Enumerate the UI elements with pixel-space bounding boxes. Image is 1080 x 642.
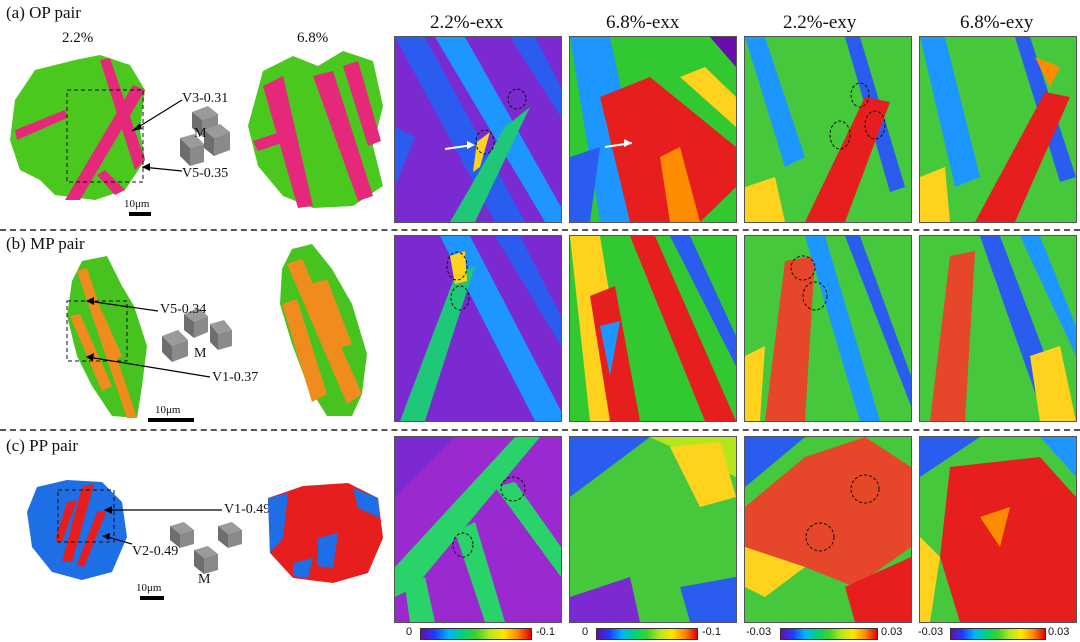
panel-b-exx-2-2 — [394, 235, 562, 422]
row-a-strain-right: 6.8% — [297, 30, 329, 46]
row-b-label: (b) MP pair — [6, 234, 85, 253]
colorbar-4-max: 0.03 — [1048, 626, 1070, 638]
row-a-crystal-cube-icon — [180, 106, 230, 166]
row-divider-2 — [0, 429, 1080, 431]
row-c-scale-bar — [140, 596, 164, 600]
row-b-variant-top: V5-0.34 — [160, 302, 207, 317]
colorbar-3-max: 0.03 — [881, 626, 903, 638]
panel-b-exy-6-8 — [919, 235, 1077, 422]
colorbar-1 — [420, 628, 532, 640]
panel-b-exy-2-2 — [744, 235, 912, 422]
row-c-phase-map-2-2 — [27, 480, 127, 580]
row-b-arrows — [86, 297, 211, 378]
row-c-label: (c) PP pair — [6, 436, 79, 455]
row-b-phase-map-2-2 — [66, 256, 147, 418]
row-a-variant-top: V3-0.31 — [182, 91, 229, 106]
row-c-cube-label: M — [198, 572, 211, 587]
panel-b-exx-6-8 — [569, 235, 737, 422]
colorbar-1-max: -0.1 — [536, 626, 555, 638]
row-c-arrows — [102, 506, 222, 545]
row-c-phase-map-6-8 — [268, 483, 383, 583]
colorbar-4-min: -0.03 — [918, 626, 944, 638]
panel-a-exy-6-8 — [919, 36, 1077, 223]
row-b-scale-bar — [148, 418, 194, 422]
panel-a-exx-6-8 — [569, 36, 737, 223]
panel-c-exx-2-2 — [394, 436, 562, 623]
colorbar-4 — [950, 628, 1046, 640]
row-c-crystal-cube-icon — [170, 522, 242, 574]
row-c-variant-top: V1-0.49 — [224, 502, 271, 517]
row-c-scale-label: 10μm — [136, 582, 162, 594]
colorbar-2-min: 0 — [582, 626, 589, 638]
row-b-crystal-cube-icon — [162, 308, 232, 362]
colorbar-2-max: -0.1 — [702, 626, 721, 638]
panel-c-exy-2-2 — [744, 436, 912, 623]
col-header-1: 2.2%-exx — [430, 12, 504, 33]
row-b-phase-map-6-8 — [280, 244, 367, 416]
panel-c-exy-6-8 — [919, 436, 1077, 623]
row-a-variant-bottom: V5-0.35 — [182, 166, 229, 181]
col-header-4: 6.8%-exy — [960, 12, 1034, 33]
row-a-strain-left: 2.2% — [62, 30, 94, 46]
row-b-variant-bottom: V1-0.37 — [212, 370, 259, 385]
row-a-scale-label: 10μm — [124, 198, 150, 210]
colorbar-2 — [596, 628, 698, 640]
row-a-phase-map-6-8 — [248, 51, 383, 208]
colorbar-3 — [780, 628, 878, 640]
row-c-variant-bottom: V2-0.49 — [132, 544, 179, 559]
row-a-scale-bar — [129, 212, 151, 216]
panel-a-exy-2-2 — [744, 36, 912, 223]
colorbar-3-min: -0.03 — [746, 626, 772, 638]
col-header-3: 2.2%-exy — [783, 12, 857, 33]
row-b-cube-label: M — [194, 346, 207, 361]
row-a-cube-label: M — [194, 126, 207, 141]
row-b-scale-label: 10μm — [155, 404, 181, 416]
row-a-label: (a) OP pair — [6, 3, 81, 22]
row-a-phase-map-2-2 — [10, 55, 145, 200]
panel-c-exx-6-8 — [569, 436, 737, 623]
col-header-2: 6.8%-exx — [606, 12, 680, 33]
row-divider-1 — [0, 229, 1080, 231]
colorbar-1-min: 0 — [406, 626, 413, 638]
row-a-arrows — [131, 99, 183, 172]
panel-a-exx-2-2 — [394, 36, 562, 223]
